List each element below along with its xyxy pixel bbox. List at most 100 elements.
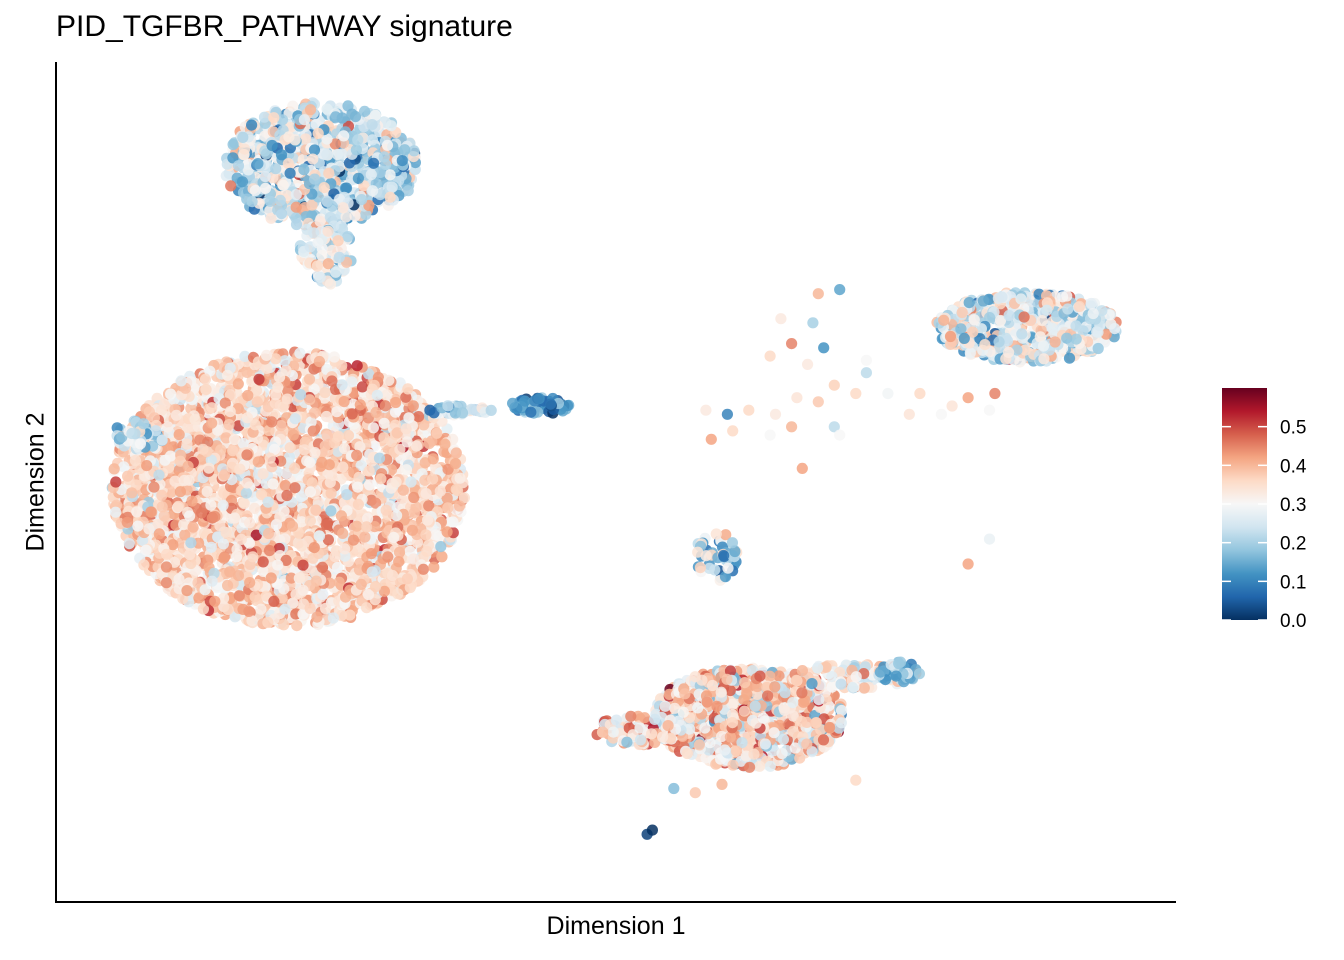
- data-point: [246, 119, 258, 131]
- data-point: [266, 139, 278, 152]
- data-point: [361, 521, 373, 533]
- data-point: [298, 444, 310, 456]
- data-point: [381, 389, 393, 401]
- data-point: [408, 506, 420, 519]
- data-point: [447, 516, 459, 528]
- data-point: [122, 470, 134, 482]
- data-point: [321, 103, 333, 115]
- data-point: [353, 471, 365, 483]
- data-point: [252, 158, 264, 170]
- data-point: [232, 570, 245, 582]
- data-point: [380, 504, 392, 516]
- data-point: [423, 438, 435, 450]
- data-point: [196, 507, 208, 519]
- data-point: [390, 476, 402, 488]
- data-point: [297, 559, 309, 571]
- data-point: [304, 456, 316, 468]
- data-point: [145, 506, 157, 518]
- data-point: [287, 100, 299, 112]
- data-point: [384, 191, 396, 203]
- data-point: [1038, 353, 1050, 365]
- data-point: [289, 482, 301, 494]
- data-point: [361, 602, 373, 614]
- data-point: [318, 182, 330, 194]
- data-point: [314, 215, 326, 227]
- data-point: [1085, 297, 1097, 310]
- data-point: [239, 143, 251, 155]
- data-point: [310, 504, 322, 516]
- data-point: [272, 559, 284, 571]
- data-point: [258, 111, 271, 123]
- data-point: [231, 543, 243, 556]
- data-point: [185, 537, 197, 549]
- data-point: [252, 456, 264, 468]
- data-point: [385, 120, 397, 132]
- data-point: [396, 155, 408, 167]
- data-point: [268, 595, 280, 608]
- data-point: [206, 417, 218, 429]
- data-point: [400, 423, 412, 435]
- data-point: [333, 251, 345, 263]
- data-point: [242, 389, 254, 402]
- data-point: [366, 566, 378, 578]
- data-point: [330, 266, 342, 278]
- data-point: [329, 550, 341, 563]
- data-point: [173, 429, 185, 441]
- data-point: [356, 381, 368, 393]
- data-point: [290, 218, 303, 231]
- data-point: [368, 157, 380, 169]
- data-point: [174, 486, 186, 498]
- data-point: [201, 486, 213, 498]
- data-point: [265, 212, 277, 224]
- data-point: [450, 447, 462, 459]
- data-point: [255, 603, 267, 615]
- data-point: [310, 575, 322, 587]
- data-point: [1073, 300, 1085, 313]
- data-point: [160, 577, 173, 589]
- data-point: [352, 172, 364, 184]
- data-point: [408, 491, 420, 504]
- data-point: [206, 402, 218, 414]
- data-point: [322, 225, 334, 237]
- data-point: [427, 473, 439, 485]
- data-point: [181, 438, 193, 450]
- data-point: [189, 413, 201, 426]
- data-point: [223, 419, 235, 431]
- data-point: [359, 531, 371, 543]
- data-point: [1063, 352, 1076, 364]
- data-point: [389, 406, 402, 418]
- data-point: [525, 406, 537, 418]
- data-point: [313, 355, 325, 368]
- data-point: [197, 443, 209, 455]
- data-point: [366, 134, 378, 146]
- data-point: [316, 456, 328, 468]
- data-point: [321, 149, 333, 161]
- data-point: [399, 144, 411, 156]
- data-point: [259, 182, 272, 194]
- data-point: [257, 556, 269, 568]
- data-point: [307, 425, 319, 437]
- data-point: [349, 111, 362, 123]
- data-point: [132, 520, 144, 532]
- data-point: [401, 436, 413, 448]
- data-point: [330, 111, 342, 123]
- data-point: [314, 271, 326, 283]
- data-point: [236, 176, 249, 188]
- data-point: [968, 314, 980, 326]
- data-point: [199, 584, 211, 596]
- data-point: [319, 440, 331, 452]
- data-point: [327, 612, 339, 624]
- data-point: [402, 185, 414, 197]
- data-point: [338, 130, 350, 142]
- data-point: [439, 438, 451, 450]
- data-point: [222, 579, 234, 592]
- data-point: [290, 189, 302, 201]
- data-point: [257, 468, 269, 480]
- data-point: [259, 170, 271, 183]
- data-point: [343, 157, 356, 169]
- data-point: [384, 169, 396, 181]
- data-point: [324, 278, 337, 290]
- data-point: [121, 516, 133, 529]
- data-point: [334, 193, 346, 205]
- data-point: [964, 347, 976, 359]
